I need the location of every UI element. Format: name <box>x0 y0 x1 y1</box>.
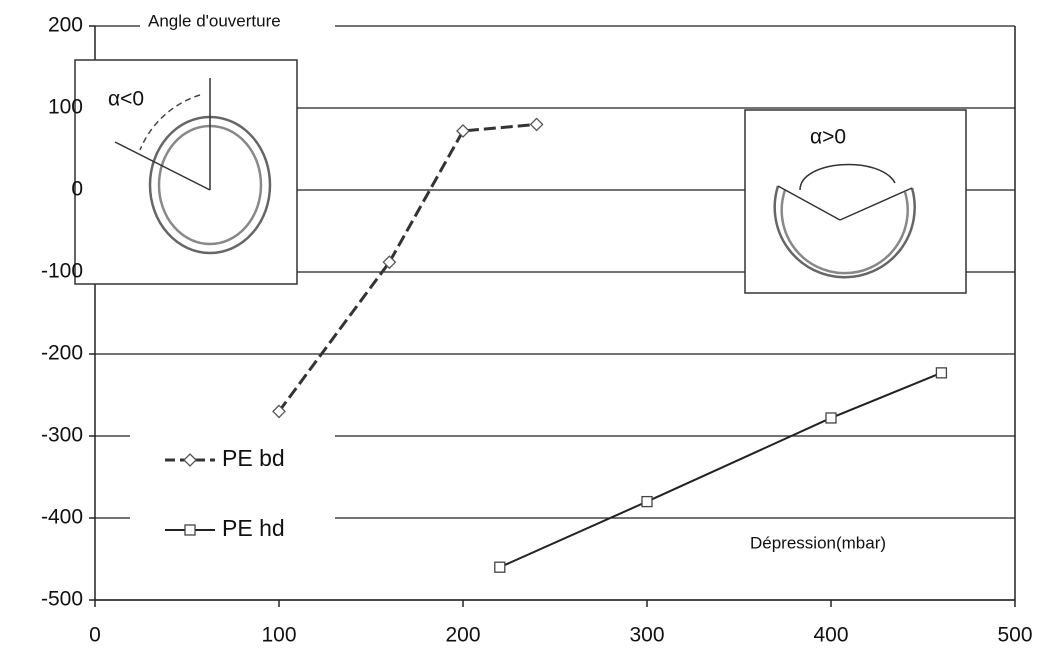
inset-right <box>744 109 967 294</box>
y-tick-label: -300 <box>41 424 83 447</box>
x-tick-label: 200 <box>445 624 480 647</box>
inset-left-drawing <box>114 78 272 255</box>
y-tick-label: -100 <box>41 260 83 283</box>
marker <box>529 117 544 132</box>
legend-label: PE bd <box>222 445 285 471</box>
y-tick-label: -500 <box>41 588 83 611</box>
overlays <box>74 59 967 562</box>
marker <box>456 124 470 138</box>
marker <box>935 367 948 379</box>
y-tick-label: -400 <box>41 506 83 529</box>
legend-label: PE hd <box>222 515 285 541</box>
y-tick-label: 100 <box>48 96 83 119</box>
series-line <box>499 371 942 569</box>
marker <box>825 412 837 424</box>
x-tick-label: 400 <box>813 624 848 647</box>
x-tick-label: 300 <box>629 624 664 647</box>
x-tick-label: 0 <box>89 624 101 647</box>
marker <box>382 255 397 270</box>
inset-right-drawing <box>773 163 916 279</box>
marker <box>272 404 286 419</box>
annotation: α>0 <box>810 126 846 149</box>
y-tick-label: -200 <box>41 342 83 365</box>
y-tick-label: 0 <box>71 178 83 201</box>
plot <box>272 117 948 573</box>
y-axis-label: Angle d'ouverture <box>148 11 281 30</box>
y-label-bg <box>140 8 335 36</box>
marker <box>494 561 506 573</box>
marker <box>183 453 197 467</box>
y-tick-label: 200 <box>48 14 83 37</box>
x-axis-label: Dépression(mbar) <box>750 533 886 552</box>
x-tick-label: 500 <box>997 624 1032 647</box>
series-line <box>277 122 537 413</box>
x-tick-label: 100 <box>261 624 296 647</box>
legend-box <box>130 432 335 562</box>
marker <box>184 524 196 536</box>
annotation: α<0 <box>108 88 144 111</box>
labels: -500 -400 -300 -200 -100 0 100 200 0 100 200 300 400… <box>41 8 1033 647</box>
marker <box>641 495 653 508</box>
